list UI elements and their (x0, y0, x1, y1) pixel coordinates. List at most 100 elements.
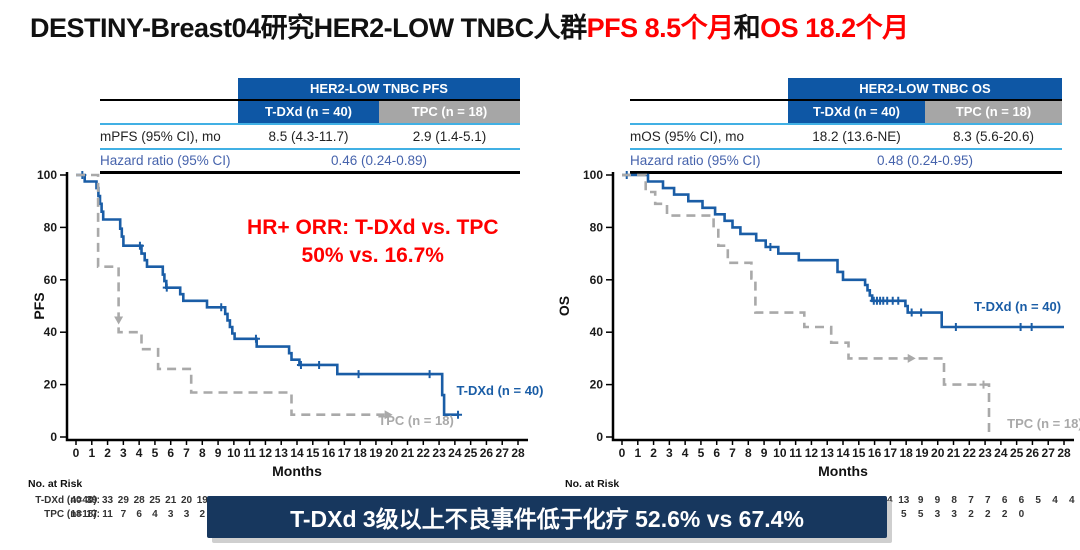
os-mos-row: mOS (95% CI), mo 18.2 (13.6-NE) 8.3 (5.6… (630, 123, 1062, 148)
x-tick-label: 27 (1042, 446, 1056, 460)
risk-value: 4 (152, 509, 158, 520)
pfs-col-tpc: TPC (n = 18) (379, 101, 520, 123)
x-tick-label: 28 (511, 446, 525, 460)
risk-value: 8 (951, 495, 957, 506)
risk-value: 4 (1069, 495, 1075, 506)
censor-mark-tdxd (354, 370, 363, 379)
right-arrow-tpc (907, 353, 916, 363)
risk-value: 6 (1018, 495, 1025, 506)
risk-value: 3 (951, 509, 957, 520)
censor-mark-tpc (979, 380, 988, 389)
axis-lines (65, 172, 529, 442)
x-tick-label: 17 (884, 446, 898, 460)
legend-tpc: TPC (n = 18) (378, 413, 454, 428)
x-tick-label: 22 (417, 446, 431, 460)
censor-mark-tdxd (135, 241, 144, 250)
os-col-tpc: TPC (n = 18) (925, 101, 1062, 123)
os-table-header: HER2-LOW TNBC OS (788, 78, 1062, 99)
os-mos-tdxd: 18.2 (13.6-NE) (812, 129, 901, 144)
risk-value: 2 (199, 509, 206, 520)
x-tick-label: 16 (322, 446, 336, 460)
pfs-summary-table: HER2-LOW TNBC PFS T-DXd (n = 40) TPC (n … (100, 78, 520, 174)
censor-mark-tdxd (907, 308, 916, 317)
x-tick-label: 19 (369, 446, 383, 460)
x-tick-label: 24 (448, 446, 462, 460)
risk-value: 5 (901, 509, 907, 520)
x-tick-label: 25 (464, 446, 478, 460)
orr-annotation-line1: HR+ ORR: T-DXd vs. TPC (247, 216, 498, 239)
risk-row-label-left-1: TPC (n=18): (44, 509, 100, 520)
risk-value: 5 (917, 509, 924, 520)
risk-value: 2 (1001, 509, 1008, 520)
x-tick-label: 0 (73, 446, 80, 460)
risk-value: 7 (985, 495, 991, 506)
y-tick-label: 60 (590, 273, 604, 287)
risk-value: 28 (133, 495, 145, 506)
os-hr-value: 0.48 (0.24-0.95) (876, 153, 974, 168)
pfs-mpfs-tpc: 2.9 (1.4-5.1) (412, 129, 487, 144)
x-tick-label: 24 (994, 446, 1008, 460)
risk-value: 0 (1018, 509, 1025, 520)
x-tick-label: 10 (773, 446, 787, 460)
x-tick-label: 2 (650, 446, 657, 460)
pfs-hr-label: Hazard ratio (95% CI) (100, 153, 231, 168)
x-tick-label: 5 (152, 446, 159, 460)
pfs-hr-value: 0.46 (0.24-0.89) (330, 153, 428, 168)
risk-value: 13 (898, 495, 910, 506)
censor-mark-tdxd (917, 308, 926, 317)
x-tick-label: 25 (1010, 446, 1024, 460)
x-tick-label: 12 (805, 446, 819, 460)
y-tick-label: 20 (44, 378, 58, 392)
title-seg-black-1: DESTINY-Breast04研究HER2-LOW TNBC人群 (30, 13, 587, 43)
risk-value: 7 (120, 509, 127, 520)
y-tick-label: 60 (44, 273, 58, 287)
x-tick-label: 7 (183, 446, 190, 460)
y-tick-label: 100 (583, 168, 603, 182)
risk-value: 21 (165, 495, 177, 506)
safety-banner: T-DXd 3级以上不良事件低于化疗 52.6% vs 67.4% (207, 496, 887, 538)
x-tick-label: 27 (496, 446, 510, 460)
legend-tpc: TPC (n = 18) (1007, 416, 1080, 431)
curve-tpc (622, 173, 991, 437)
y-tick-label: 40 (44, 325, 58, 339)
y-tick-label: 80 (590, 220, 604, 234)
risk-value: 18 (70, 509, 82, 520)
x-tick-label: 23 (978, 446, 992, 460)
y-axis-label: OS (556, 296, 572, 316)
censor-mark-tdxd (766, 243, 775, 252)
risk-value: 3 (934, 509, 941, 520)
risk-value: 20 (180, 495, 193, 506)
y-tick-label: 80 (44, 220, 58, 234)
y-tick-label: 20 (590, 378, 604, 392)
x-tick-label: 3 (666, 446, 673, 460)
curve-tpc (76, 173, 385, 416)
os-table-header-row: HER2-LOW TNBC OS (630, 78, 1062, 99)
pfs-table-header-row: HER2-LOW TNBC PFS (100, 78, 520, 99)
x-tick-label: 11 (789, 446, 802, 460)
x-tick-label: 15 (852, 446, 866, 460)
x-tick-label: 18 (899, 446, 913, 460)
y-tick-label: 0 (596, 430, 603, 444)
risk-value: 19 (196, 495, 208, 506)
pfs-table-subheader-row: T-DXd (n = 40) TPC (n = 18) (100, 99, 520, 123)
censor-mark-tdxd (296, 360, 305, 369)
risk-value: 9 (934, 495, 941, 506)
risk-value: 40 (70, 495, 82, 506)
x-tick-label: 19 (915, 446, 929, 460)
risk-value: 7 (968, 495, 974, 506)
x-tick-label: 26 (1026, 446, 1040, 460)
risk-value: 4 (1052, 495, 1058, 506)
censor-mark-tdxd (217, 303, 226, 312)
x-tick-label: 21 (401, 446, 415, 460)
censor-mark-tdxd (251, 334, 260, 343)
x-tick-label: 20 (931, 446, 945, 460)
risk-value: 3 (183, 509, 190, 520)
risk-value: 5 (1035, 495, 1041, 506)
os-hr-label: Hazard ratio (95% CI) (630, 153, 761, 168)
os-chart: 0 1 2 3 4 5 6 7 8 9 10 11 12 13 14 15 16 17 18 19 20 21 22 23 24… (556, 168, 1080, 479)
y-axis-label: PFS (31, 292, 47, 319)
title-seg-red-os: OS 18.2个月 (760, 13, 909, 43)
x-tick-label: 8 (199, 446, 206, 460)
x-tick-label: 23 (432, 446, 446, 460)
